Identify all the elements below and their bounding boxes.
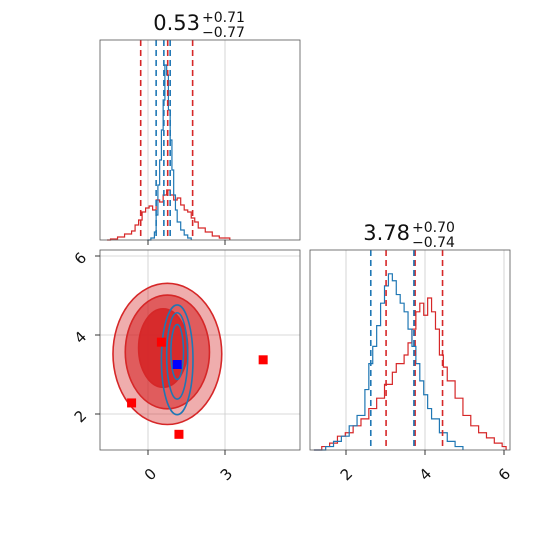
blue-contour (160, 304, 194, 416)
x-tick-label: 3 (217, 465, 236, 484)
x-tick-label: 2 (337, 465, 356, 484)
y-tick-label: 2 (71, 407, 90, 426)
x-tick-label: 0 (141, 465, 160, 484)
x-tick-label: 6 (495, 465, 514, 484)
title-right: 3.78 +0.70 −0.74 (363, 220, 455, 251)
title-plus: +0.71 (202, 10, 245, 26)
contour-panel: 0 3 2 4 6 (71, 249, 301, 484)
red-marker (174, 429, 184, 439)
y-tick-label: 4 (71, 328, 90, 347)
blue-contour (165, 311, 189, 400)
hist2-series (313, 250, 507, 451)
title-minus: −0.77 (202, 25, 245, 41)
panel-frame (309, 249, 511, 451)
blue-histogram (147, 64, 192, 241)
contour-series (112, 282, 268, 439)
title-minus: −0.74 (412, 235, 455, 251)
panel-frame (99, 249, 301, 451)
x-tick-label: 4 (416, 465, 435, 484)
blue-marker (172, 360, 182, 370)
red-marker (156, 337, 166, 347)
red-marker (258, 355, 268, 365)
hist-panel-top: 0.53 +0.71 −0.77 (99, 10, 301, 245)
y-tick-label: 6 (71, 249, 90, 268)
title-plus: +0.70 (412, 220, 455, 236)
hist1-series (107, 40, 231, 241)
panel-frame (99, 39, 301, 241)
red-histogram (107, 189, 231, 241)
blue-contour (170, 323, 185, 381)
title-top: 0.53 +0.71 −0.77 (153, 10, 245, 41)
title-value: 3.78 (363, 221, 410, 245)
hist-panel-right: 2 4 6 3.78 +0.70 −0.74 (309, 220, 514, 484)
red-histogram (313, 297, 507, 451)
title-value: 0.53 (153, 11, 200, 35)
blue-histogram (313, 273, 464, 451)
red-marker (127, 398, 137, 408)
